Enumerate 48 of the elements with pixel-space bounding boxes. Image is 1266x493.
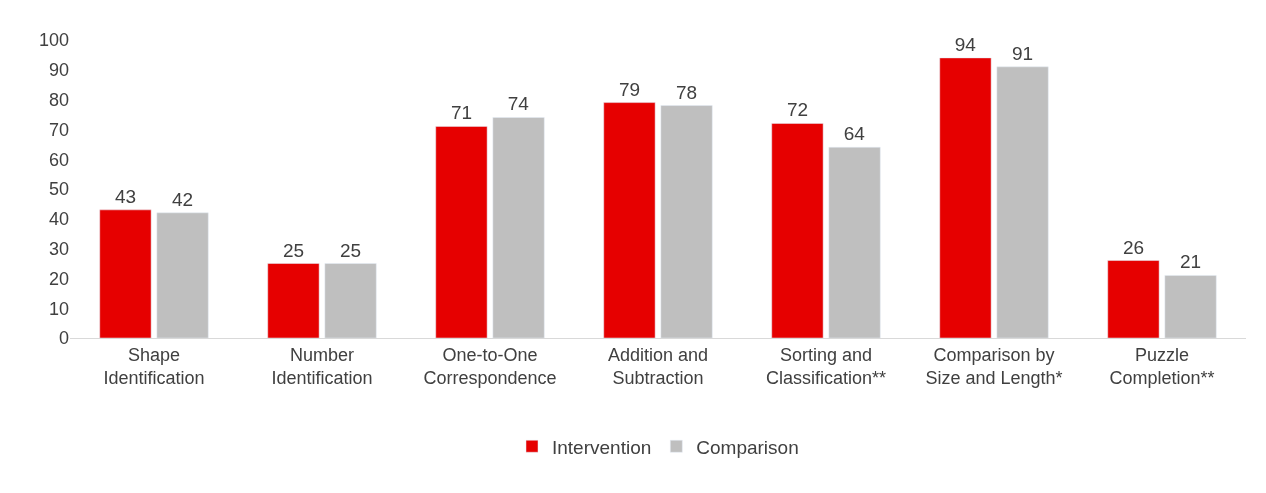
data-label: 64 (843, 123, 866, 145)
y-tick-label: 80 (48, 89, 69, 110)
data-label: 25 (282, 239, 305, 261)
y-tick-label: 60 (48, 149, 69, 170)
y-tick-label: 10 (48, 298, 69, 319)
data-label: 71 (450, 102, 473, 124)
bar (99, 209, 152, 338)
data-label: 91 (1011, 42, 1034, 64)
y-tick-label: 30 (48, 238, 69, 259)
bar (603, 102, 656, 338)
x-tick-label: Puzzle Completion** (1109, 344, 1215, 388)
y-tick-label: 70 (48, 119, 69, 140)
bar (324, 263, 377, 338)
y-tick-label: 50 (48, 179, 69, 200)
x-tick-label: Shape Identification (103, 344, 205, 388)
bar (267, 263, 320, 338)
bar (156, 212, 209, 338)
x-tick-label: Addition and Subtraction (607, 344, 709, 388)
y-tick-label: 40 (48, 209, 69, 230)
bar (1107, 260, 1160, 338)
bar (660, 105, 713, 338)
data-label: 78 (675, 81, 698, 103)
bar (435, 126, 488, 338)
bar (996, 66, 1049, 338)
bar (1164, 275, 1217, 338)
bar (828, 147, 881, 338)
legend-label: Comparison (696, 436, 799, 458)
data-label: 72 (786, 99, 809, 121)
y-tick-label: 20 (48, 268, 69, 289)
data-label: 26 (1122, 236, 1145, 258)
bar (939, 57, 992, 338)
data-label: 25 (339, 239, 362, 261)
data-label: 94 (954, 33, 977, 55)
data-label: 21 (1179, 251, 1202, 273)
y-tick-label: 0 (58, 328, 69, 349)
legend-label: Intervention (552, 436, 652, 458)
bar (492, 117, 545, 338)
data-label: 74 (507, 93, 530, 115)
x-tick-label: Sorting and Classification** (765, 344, 887, 388)
y-tick-label: 90 (48, 60, 69, 81)
data-label: 79 (618, 78, 641, 100)
x-tick-label: One-to-One Correspondence (423, 344, 557, 388)
data-label: 42 (171, 188, 194, 210)
bar (771, 123, 824, 338)
x-tick-label: Number Identification (271, 344, 373, 388)
y-tick-label: 100 (38, 30, 69, 51)
data-label: 43 (114, 185, 137, 207)
x-tick-label: Comparison by Size and Length* (925, 344, 1063, 388)
